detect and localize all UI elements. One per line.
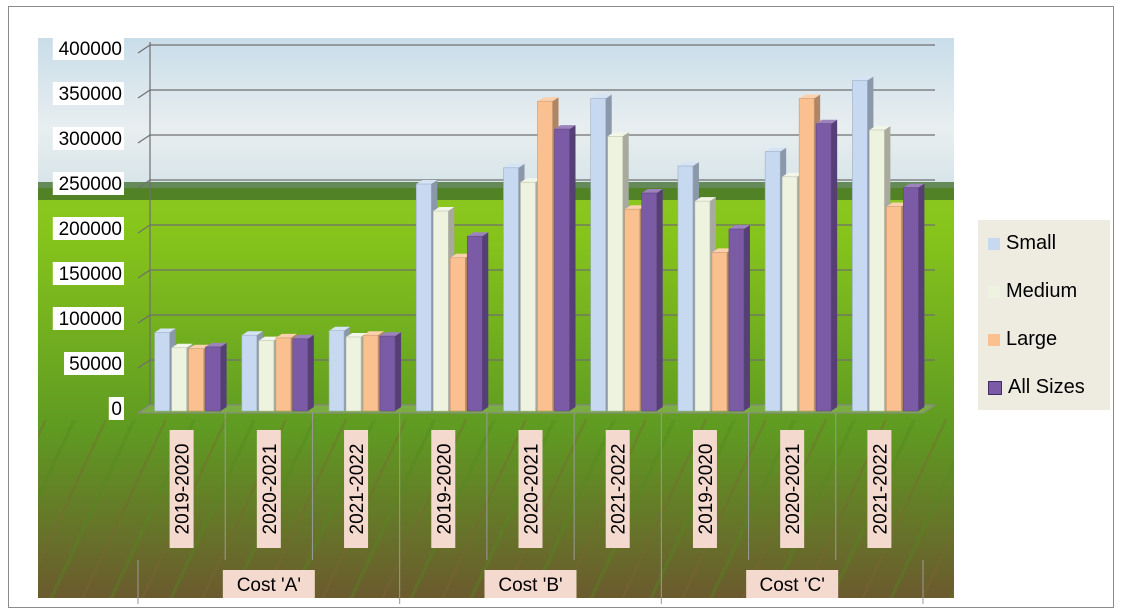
grid-line-side (137, 314, 151, 324)
y-tick-label: 50000 (69, 354, 122, 375)
y-tick-label-bg (52, 127, 124, 150)
grid-line-side (137, 224, 151, 234)
bars (154, 76, 925, 412)
x-tick-label: 2021-2022 (609, 444, 630, 535)
x-tick-label-bg (692, 430, 717, 548)
x-tick-label: 2019-2020 (173, 444, 194, 535)
y-tick-label: 0 (111, 399, 122, 420)
y-tick-label-bg (52, 217, 124, 240)
legend-swatch (988, 285, 1000, 298)
grid-line-side (137, 269, 151, 279)
legend-swatch (988, 333, 1000, 346)
y-tick-label: 400000 (59, 39, 122, 60)
x-tick-label-bg (605, 430, 630, 548)
y-tick-label-bg (108, 397, 124, 420)
x-axis-groups: Cost 'A' Cost 'B' Cost 'C' (137, 560, 924, 604)
legend-label: Medium (1006, 280, 1078, 302)
x-tick-label: 2021-2022 (347, 444, 368, 535)
x-tick-label: 2020-2021 (522, 444, 543, 535)
y-tick-label-bg (52, 262, 124, 285)
y-tick-label: 100000 (59, 309, 122, 330)
group-label: Cost 'B' (498, 575, 562, 596)
legend-item: Small (988, 232, 1056, 255)
x-tick-label-bg (780, 430, 805, 548)
y-tick-label: 150000 (59, 264, 122, 285)
group-label-bg (746, 570, 839, 598)
x-tick-label: 2020-2021 (783, 444, 804, 535)
y-tick-label-bg (52, 172, 124, 195)
y-tick-label-bg (52, 307, 124, 330)
legend-swatch (988, 380, 1002, 395)
legend-label: Large (1006, 328, 1058, 350)
grid-line-side (137, 359, 151, 369)
y-tick-label: 300000 (59, 129, 122, 150)
x-tick-label-bg (169, 430, 194, 548)
x-tick-label-bg (256, 430, 281, 548)
x-tick-label: 2019-2020 (696, 444, 717, 535)
y-tick-label: 350000 (59, 84, 122, 105)
y-tick-label-bg (52, 37, 124, 60)
grid-line-side (137, 44, 151, 54)
bar (292, 334, 314, 412)
legend-label: Small (1006, 232, 1057, 254)
legend-label: All Sizes (1008, 376, 1085, 398)
bar (728, 225, 750, 412)
x-tick-label-bg (518, 430, 543, 548)
x-tick-label: 2020-2021 (260, 444, 281, 535)
x-tick-label-bg (344, 430, 369, 548)
y-axis-ticks: 0 50000 100000 150000 200000 250000 300000 3500… (52, 37, 124, 420)
bar (379, 332, 402, 412)
bar (205, 342, 227, 412)
x-tick-label: 2021-2022 (870, 444, 891, 535)
grid-line-side (137, 89, 151, 99)
group-label: Cost 'A' (237, 575, 301, 596)
x-tick-label-bg (867, 430, 892, 548)
y-tick-label: 200000 (59, 219, 122, 240)
bar (554, 125, 576, 412)
bar (815, 119, 838, 412)
legend-swatch (988, 237, 1000, 250)
y-tick-label-bg (64, 352, 124, 375)
grid-line-side (137, 134, 151, 144)
legend: Small Medium Large All Sizes (978, 220, 1110, 410)
x-tick-label-bg (431, 430, 456, 548)
legend-item: Large (988, 328, 1057, 351)
group-label: Cost 'C' (760, 575, 825, 596)
legend-item: All Sizes (988, 376, 1085, 399)
group-label-bg (222, 570, 315, 598)
x-tick-label: 2019-2020 (434, 444, 455, 535)
x-axis-ticks: 2019-2020 2020-2021 2021-2022 2019-2020 2020… (169, 413, 892, 560)
y-tick-label-bg (52, 82, 124, 105)
legend-item: Medium (988, 280, 1077, 303)
group-label-bg (484, 570, 577, 598)
bar (641, 189, 663, 412)
bar (466, 232, 489, 412)
y-tick-label: 250000 (59, 174, 122, 195)
grid-line-side (137, 179, 151, 189)
bar (903, 183, 925, 412)
